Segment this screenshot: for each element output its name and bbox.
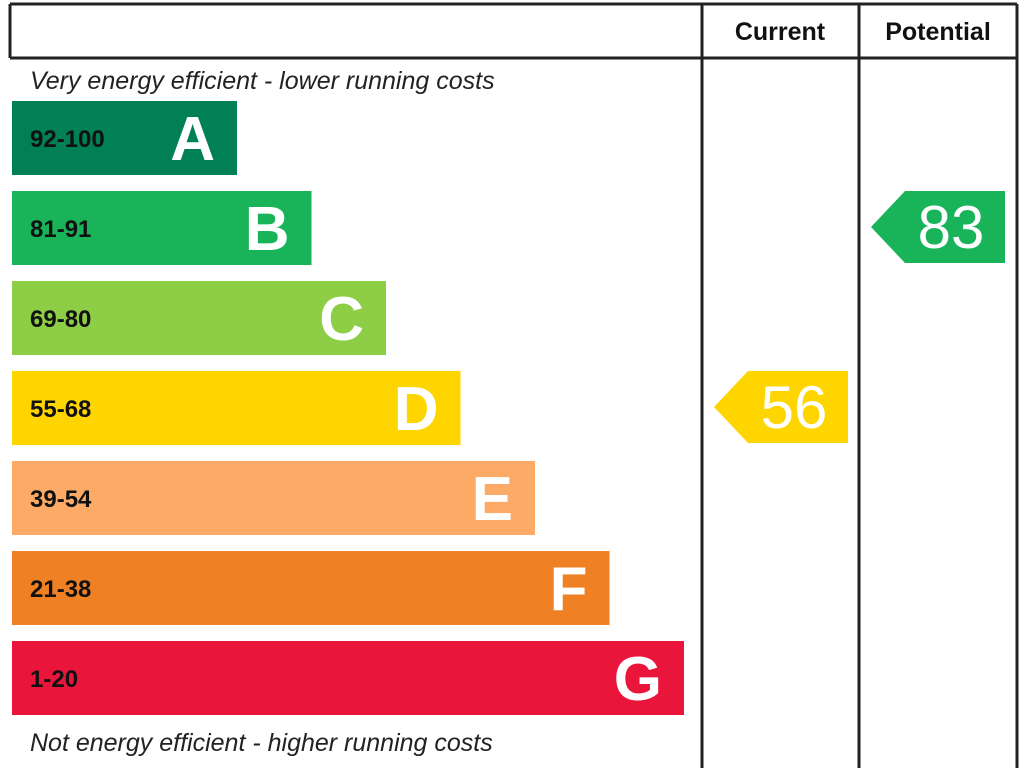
band-d-bar — [12, 371, 461, 445]
rating-bands: 92-100 A 81-91 B 69-80 C 55-68 D 39-54 E 21-38 F 1-2… — [12, 101, 684, 715]
band-g: 1-20 G — [12, 641, 684, 715]
band-b: 81-91 B — [12, 191, 312, 265]
band-d-letter: D — [394, 375, 439, 444]
band-b-range: 81-91 — [30, 216, 91, 243]
potential-header: Potential — [885, 18, 991, 46]
grid-lines — [8, 2, 1019, 768]
band-g-letter: G — [614, 645, 662, 714]
band-a-range: 92-100 — [30, 126, 105, 153]
band-c: 69-80 C — [12, 281, 386, 355]
band-c-letter: C — [319, 285, 364, 354]
band-b-letter: B — [245, 195, 290, 264]
rating-indicators: 56 83 — [714, 191, 1005, 443]
current-rating-value: 56 — [761, 374, 828, 441]
top-caption: Very energy efficient - lower running co… — [30, 67, 495, 95]
band-a-letter: A — [170, 105, 215, 174]
band-d-range: 55-68 — [30, 396, 91, 423]
band-g-range: 1-20 — [30, 666, 78, 693]
band-a: 92-100 A — [12, 101, 237, 175]
band-a-bar — [12, 101, 237, 175]
potential-rating: 83 — [871, 191, 1005, 263]
band-b-bar — [12, 191, 312, 265]
current-rating: 56 — [714, 371, 848, 443]
band-c-bar — [12, 281, 386, 355]
band-e-letter: E — [472, 465, 513, 534]
band-g-bar — [12, 641, 684, 715]
bottom-caption: Not energy efficient - higher running co… — [30, 729, 493, 757]
band-e-range: 39-54 — [30, 486, 92, 513]
band-f-bar — [12, 551, 610, 625]
band-e-bar — [12, 461, 535, 535]
band-f-letter: F — [550, 555, 588, 624]
band-d: 55-68 D — [12, 371, 461, 445]
band-e: 39-54 E — [12, 461, 535, 535]
band-f-range: 21-38 — [30, 576, 91, 603]
current-rating-arrow — [714, 371, 848, 443]
band-c-range: 69-80 — [30, 306, 91, 333]
potential-rating-arrow — [871, 191, 1005, 263]
band-f: 21-38 F — [12, 551, 610, 625]
potential-rating-value: 83 — [918, 194, 985, 261]
current-header: Current — [735, 18, 826, 46]
